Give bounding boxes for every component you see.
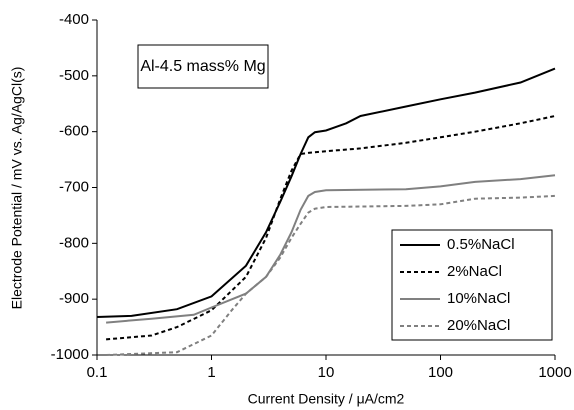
y-tick-label: -400 (59, 11, 89, 28)
legend-label: 2%NaCl (447, 263, 502, 280)
y-tick-label: -900 (59, 290, 89, 307)
series-line (106, 115, 556, 341)
x-tick-label: 1 (207, 364, 215, 381)
y-tick-label: -1000 (51, 346, 89, 363)
legend-label: 20%NaCl (447, 317, 510, 334)
series-line (106, 194, 556, 356)
x-tick-label: 10 (318, 364, 335, 381)
y-tick-label: -700 (59, 178, 89, 195)
x-tick-label: 100 (428, 364, 453, 381)
y-tick-label: -800 (59, 234, 89, 251)
x-tick-label: 1000 (538, 364, 571, 381)
y-tick-label: -500 (59, 67, 89, 84)
annotation: Al-4.5 mass% Mg (140, 58, 265, 75)
x-tick-label: 0.1 (87, 364, 108, 381)
series-line (96, 67, 556, 318)
series-line (106, 174, 556, 324)
y-axis-label: Electrode Potential / mV vs. Ag/AgCl(s) (9, 67, 25, 310)
y-tick-label: -600 (59, 123, 89, 140)
x-axis-label: Current Density / μA/cm2 (248, 391, 405, 407)
legend-label: 10%NaCl (447, 290, 510, 307)
legend-box (391, 229, 553, 341)
legend-label: 0.5%NaCl (447, 236, 515, 253)
annotation-box (137, 44, 269, 89)
